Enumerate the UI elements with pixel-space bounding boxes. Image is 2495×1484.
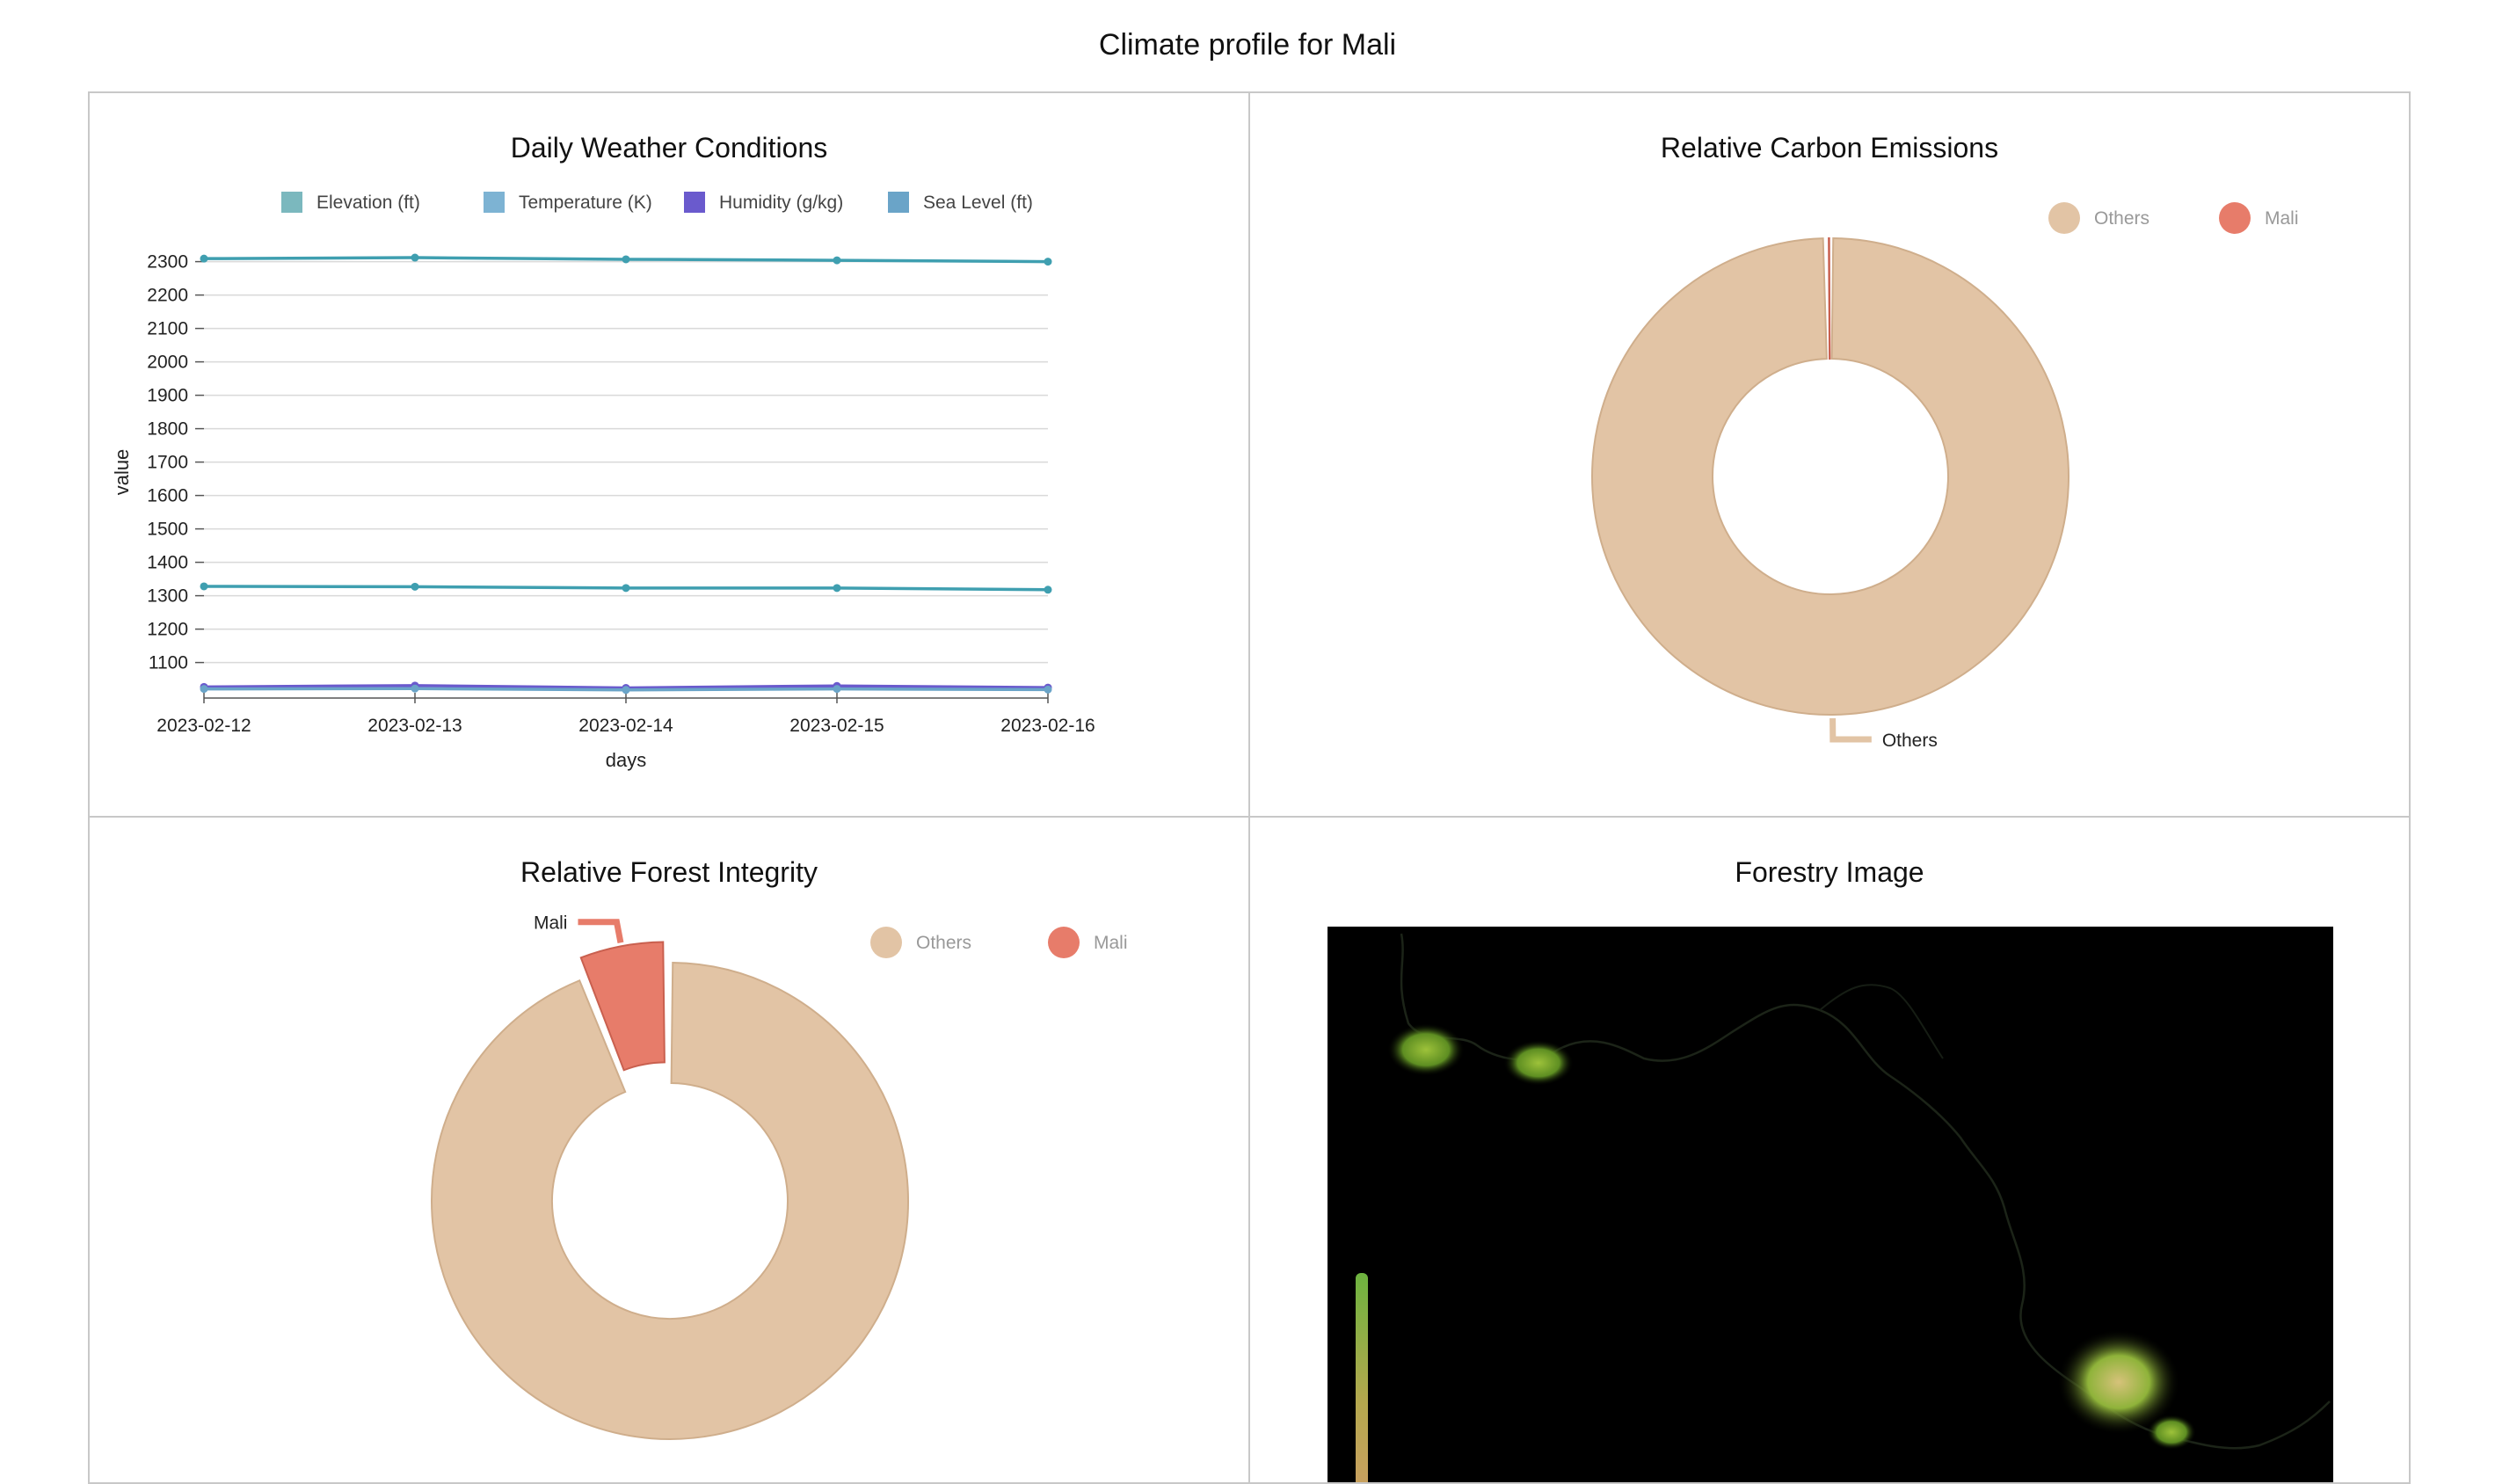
data-point[interactable] [200,685,208,694]
data-point[interactable] [833,685,841,694]
legend-label: Mali [2265,208,2299,229]
legend-item[interactable]: Humidity (g/kg) [684,192,843,213]
legend-label: Sea Level (ft) [923,193,1033,213]
legend-swatch [1048,927,1080,958]
data-point[interactable] [1044,258,1052,266]
pie-slice-others[interactable] [1591,237,2069,716]
legend-swatch [888,192,909,213]
x-axis-label: days [606,749,646,771]
legend-swatch [2219,202,2251,234]
x-tick-label: 2023-02-15 [789,716,884,736]
legend-item[interactable]: Sea Level (ft) [888,192,1033,213]
forest-chart-title: Relative Forest Integrity [520,856,818,888]
x-tick-label: 2023-02-12 [156,716,251,736]
y-tick-label: 2000 [147,353,188,373]
y-tick-label: 1300 [147,586,188,607]
data-point[interactable] [411,253,419,262]
legend-swatch [870,927,902,958]
weather-chart-panel: Daily Weather Conditions 1100 1200 1300 140… [88,91,1250,818]
legend-swatch [281,192,302,213]
legend-label: Others [916,933,971,953]
y-tick-label: 1900 [147,386,188,406]
y-tick-label: 1400 [147,553,188,573]
data-point[interactable] [622,584,630,593]
y-tick-label: 1200 [147,620,188,640]
forestry-map-graphic [1328,927,2333,1482]
data-point[interactable] [1044,586,1052,594]
slice-label-line [578,919,624,943]
legend-item[interactable]: Others [2048,202,2149,234]
legend-item[interactable]: Elevation (ft) [281,192,420,213]
y-tick-label: 2300 [147,252,188,273]
forestry-image-panel: Forestry Image [1248,816,2411,1484]
data-point[interactable] [200,582,208,591]
data-point[interactable] [411,684,419,693]
y-tick-label: 1600 [147,486,188,506]
x-tick-label: 2023-02-16 [1000,716,1095,736]
legend-item[interactable]: Mali [1048,927,1128,958]
data-point[interactable] [622,686,630,695]
legend-label: Temperature (K) [519,193,652,213]
data-point[interactable] [622,255,630,264]
y-axis-label: value [111,449,133,496]
weather-line-chart: 1100 1200 1300 1400 1500 1600 1700 1800 1900 2000… [111,192,1095,771]
y-tick-label: 1500 [147,520,188,540]
page-title: Climate profile for Mali [1098,28,1397,62]
data-point[interactable] [411,582,419,591]
legend-swatch [2048,202,2080,234]
carbon-chart-panel: Relative Carbon Emissions Others Others Ma… [1248,91,2411,818]
legend-label: Others [2094,208,2149,229]
y-tick-label: 1100 [149,653,188,673]
data-point[interactable] [1044,685,1052,694]
data-point[interactable] [833,256,841,265]
carbon-donut-chart: Others Others Mali [1591,202,2299,751]
slice-label: Others [1882,731,1938,751]
pie-slice-mali[interactable] [579,941,666,1072]
legend-swatch [684,192,705,213]
forestry-image-title: Forestry Image [1735,856,1924,888]
x-tick-label: 2023-02-13 [367,716,462,736]
legend-item[interactable]: Mali [2219,202,2299,234]
data-point[interactable] [833,584,841,593]
legend-item[interactable]: Temperature (K) [484,192,652,213]
forestry-map-image [1328,927,2333,1482]
forest-chart-panel: Relative Forest Integrity Mali Others Mali [88,816,1250,1484]
y-tick-label: 2100 [147,319,188,339]
data-point[interactable] [200,254,208,263]
carbon-chart-title: Relative Carbon Emissions [1660,132,1999,164]
y-tick-label: 2200 [147,286,188,306]
pie-slice-others[interactable] [431,962,909,1440]
x-tick-label: 2023-02-14 [578,716,673,736]
weather-chart-title: Daily Weather Conditions [510,132,828,164]
legend-label: Humidity (g/kg) [719,193,843,213]
slice-label: Mali [534,913,568,934]
legend-swatch [484,192,505,213]
legend-label: Elevation (ft) [316,193,420,213]
legend-label: Mali [1094,933,1128,953]
forest-donut-chart: Mali Others Mali [431,913,1128,1440]
y-tick-label: 1800 [147,419,188,440]
y-tick-label: 1700 [147,453,188,473]
legend-item[interactable]: Others [870,927,971,958]
slice-label-line [1829,717,1872,743]
